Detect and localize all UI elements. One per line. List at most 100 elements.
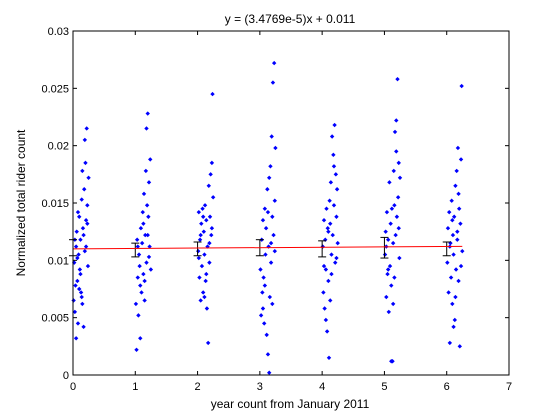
data-point [73, 336, 79, 341]
data-point [133, 301, 139, 307]
y-axis-label: Normalized total rider count [14, 129, 28, 276]
data-point [326, 355, 332, 360]
data-point [320, 244, 325, 249]
data-point [330, 232, 335, 238]
data-point [139, 290, 144, 295]
data-point [326, 229, 331, 234]
data-point [142, 298, 147, 303]
data-point [328, 298, 333, 303]
data-point [458, 221, 463, 226]
data-point [75, 278, 80, 284]
data-point [392, 275, 397, 280]
data-point [397, 255, 402, 261]
data-point [456, 206, 462, 211]
data-point [267, 370, 272, 375]
data-point [76, 252, 81, 257]
data-point [86, 175, 91, 180]
data-point [384, 209, 390, 215]
data-point [265, 352, 271, 357]
data-points [71, 60, 465, 375]
data-point [451, 252, 456, 257]
data-point [323, 267, 329, 272]
data-point [75, 209, 81, 215]
data-point [457, 344, 462, 349]
x-tick-label: 7 [506, 381, 512, 393]
data-point [77, 214, 82, 219]
data-point [456, 278, 461, 284]
data-point [135, 244, 140, 249]
data-point [146, 214, 151, 219]
data-point [72, 309, 78, 315]
data-point [453, 294, 458, 300]
x-tick-label: 6 [444, 381, 450, 393]
data-point [324, 329, 330, 334]
data-point [453, 183, 458, 188]
data-point [396, 226, 401, 231]
data-point [329, 252, 334, 257]
data-point [77, 267, 83, 272]
data-point [138, 336, 143, 341]
data-point [138, 283, 143, 288]
data-point [450, 301, 455, 307]
data-point [210, 91, 215, 97]
data-point [455, 229, 460, 234]
data-point [198, 232, 203, 238]
data-point [209, 232, 214, 238]
data-point [203, 278, 208, 284]
data-point [260, 290, 265, 295]
data-point [146, 180, 152, 185]
data-point [207, 260, 212, 265]
data-point [142, 278, 147, 284]
data-point [452, 317, 458, 323]
data-point [268, 240, 274, 246]
data-point [258, 267, 263, 272]
data-point [389, 206, 395, 211]
data-point [328, 180, 334, 185]
data-point [73, 283, 78, 288]
y-tick-label: 0.015 [41, 198, 69, 210]
data-point [261, 275, 266, 280]
data-point [267, 294, 273, 300]
data-point [134, 347, 139, 352]
data-point [77, 286, 82, 292]
x-tick-label: 0 [70, 381, 76, 393]
data-point [390, 301, 396, 307]
data-point [450, 232, 456, 238]
y-axis-ticks: 0 0.005 0.01 0.015 0.02 0.025 0.03 [41, 26, 509, 382]
data-point [264, 332, 269, 338]
data-point [74, 229, 79, 234]
data-point [85, 263, 91, 269]
data-point [141, 221, 146, 226]
data-point [389, 283, 394, 288]
data-point [273, 145, 278, 151]
data-point [447, 340, 453, 346]
data-point [80, 168, 85, 174]
data-point [396, 160, 401, 166]
data-point [392, 203, 397, 208]
data-point [260, 306, 266, 311]
data-point [321, 290, 326, 295]
data-point [451, 214, 457, 219]
data-point [397, 175, 403, 180]
data-point [268, 260, 274, 265]
data-point [82, 187, 87, 192]
data-point [75, 321, 81, 326]
data-point [388, 221, 393, 226]
data-point [85, 203, 90, 208]
data-point [262, 283, 268, 288]
data-point [197, 237, 203, 242]
data-point [321, 218, 327, 223]
data-point [146, 254, 152, 260]
data-point [265, 209, 271, 215]
data-point [387, 263, 393, 269]
data-point [458, 157, 464, 162]
data-point [328, 221, 333, 226]
data-point [455, 237, 460, 242]
y-tick-label: 0.02 [48, 141, 69, 153]
x-tick-label: 3 [257, 381, 263, 393]
data-point [260, 218, 266, 223]
data-point [201, 229, 206, 234]
data-point [267, 175, 272, 180]
data-point [395, 195, 401, 200]
